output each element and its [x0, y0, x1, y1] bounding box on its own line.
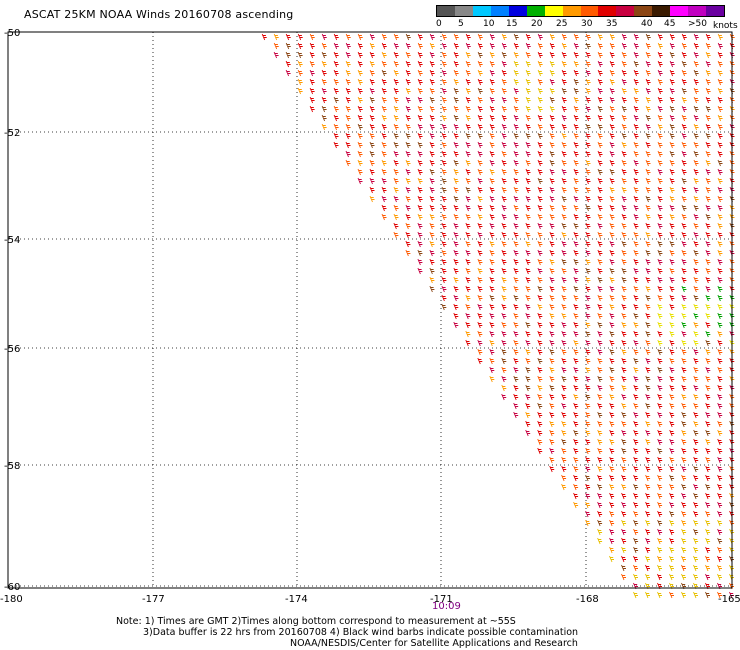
- wind-barb-map: -50 -52 -54 -56 -58 -60 -180 -177 -174 -…: [0, 0, 740, 650]
- latitude-labels: -50 -52 -54 -56 -58 -60: [4, 28, 20, 593]
- pass-time-label: 10:09: [432, 601, 461, 612]
- wind-barb-group: [262, 34, 735, 589]
- lat-label: -56: [4, 344, 20, 355]
- lat-label: -50: [4, 28, 20, 39]
- longitude-labels: -180 -177 -174 -171 -168 -165: [0, 594, 740, 605]
- lon-label: -174: [285, 594, 308, 605]
- lat-label: -54: [4, 235, 20, 246]
- lon-label: -168: [576, 594, 599, 605]
- note-line-1: Note: 1) Times are GMT 2)Times along bot…: [116, 616, 516, 627]
- wind-barb-group: [514, 61, 734, 598]
- lat-label: -52: [4, 128, 20, 139]
- lon-label: -177: [142, 594, 165, 605]
- wind-barb-group: [658, 304, 735, 346]
- lon-label: -180: [0, 594, 23, 605]
- note-line-2: 3)Data buffer is 22 hrs from 20160708 4)…: [143, 627, 578, 638]
- lat-label: -58: [4, 461, 20, 472]
- wind-barb-group: [286, 34, 734, 598]
- note-line-3: NOAA/NESDIS/Center for Satellite Applica…: [290, 638, 578, 649]
- wind-barbs: [262, 34, 735, 598]
- wind-barb-group: [274, 34, 734, 571]
- lon-label: -165: [718, 594, 740, 605]
- lat-label: -60: [4, 582, 20, 593]
- wind-barb-group: [682, 286, 735, 337]
